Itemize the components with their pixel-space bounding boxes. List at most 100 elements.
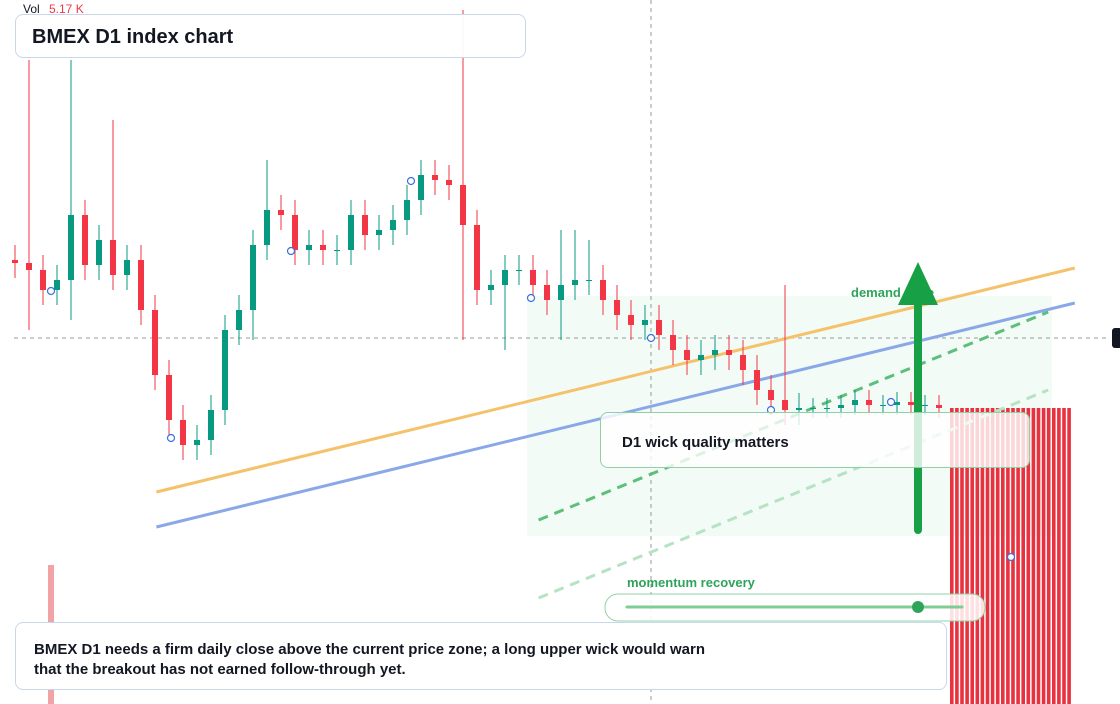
candle-body	[40, 270, 46, 290]
wick-box: D1 wick quality matters	[600, 412, 1030, 468]
candle-body	[628, 315, 634, 325]
arrow-head	[898, 262, 938, 305]
markers	[46, 176, 1016, 562]
candle-body	[922, 405, 928, 406]
volume-bar	[950, 408, 954, 704]
candle-body	[684, 350, 690, 360]
candle-body	[572, 280, 578, 285]
candle-body	[670, 335, 676, 350]
volume-bar	[960, 408, 964, 704]
marker	[646, 333, 656, 343]
candle-body	[124, 260, 130, 275]
volume-bar	[1052, 408, 1056, 704]
candle-body	[432, 175, 438, 180]
candle-body	[390, 220, 396, 230]
candle-body	[796, 408, 802, 410]
candle-body	[586, 280, 592, 281]
title-box: BMEX D1 index chart	[15, 14, 526, 58]
volume-bar	[1046, 408, 1051, 704]
candle-body	[600, 280, 606, 300]
candle-body	[516, 270, 522, 271]
momentum-knob	[912, 601, 924, 613]
volume-bar	[1041, 408, 1046, 704]
candle-body	[894, 402, 900, 405]
note-box: BMEX D1 needs a firm daily close above t…	[15, 622, 947, 690]
candle-body	[642, 320, 648, 325]
candle-body	[334, 250, 340, 251]
candle-body	[292, 215, 298, 250]
marker	[166, 433, 176, 443]
candle-body	[656, 320, 662, 335]
volume-bar	[1067, 408, 1071, 704]
candle-body	[54, 280, 60, 290]
volume-bar	[1062, 408, 1066, 704]
candle-body	[558, 285, 564, 300]
marker	[46, 286, 56, 296]
candle-body	[348, 215, 354, 250]
candle-body	[250, 245, 256, 310]
note-text: BMEX D1 needs a firm daily close above t…	[34, 641, 705, 678]
momentum-label: momentum recovery	[627, 575, 756, 590]
volume-bar	[980, 408, 985, 704]
volume-bar	[1001, 408, 1005, 704]
candle-body	[474, 225, 480, 290]
candle-body	[782, 400, 788, 410]
candle-body	[726, 350, 732, 355]
chart-title: BMEX D1 index chart	[32, 26, 234, 48]
candle-body	[68, 215, 74, 280]
volume-bar	[1057, 408, 1061, 704]
volume-bar	[985, 408, 990, 704]
candle-body	[82, 215, 88, 265]
candle-body	[544, 285, 550, 300]
candle-body	[460, 185, 466, 225]
volume-bar	[965, 408, 969, 704]
candle-body	[166, 375, 172, 420]
candle-body	[698, 355, 704, 360]
volume-label: Vol	[23, 2, 40, 16]
candle-body	[824, 408, 830, 409]
candle-body	[278, 210, 284, 215]
candle-body	[376, 230, 382, 235]
candle-body	[446, 180, 452, 185]
candle-body	[866, 400, 872, 405]
candle-body	[96, 240, 102, 265]
candle-body	[502, 270, 508, 285]
candle-body	[488, 285, 494, 290]
candle-body	[306, 245, 312, 250]
candle-body	[236, 310, 242, 330]
candle-body	[152, 310, 158, 375]
candle-body	[880, 405, 886, 406]
candle-body	[530, 270, 536, 285]
volume-bar	[970, 408, 974, 704]
candle-body	[320, 245, 326, 250]
candle-body	[362, 215, 368, 235]
candle-body	[208, 410, 214, 440]
wick-label: D1 wick quality matters	[622, 434, 789, 451]
candle-body	[264, 210, 270, 245]
candle-body	[12, 260, 18, 263]
candle-body	[852, 400, 858, 405]
candle-body	[614, 300, 620, 315]
volume-bar	[975, 408, 980, 704]
candle-body	[180, 420, 186, 445]
candle-body	[110, 240, 116, 275]
candle-body	[838, 405, 844, 408]
candle-body	[418, 175, 424, 200]
marker	[1006, 552, 1016, 562]
trend-line	[538, 388, 1049, 600]
candle-body	[740, 355, 746, 370]
candle-body	[404, 200, 410, 220]
candle-body	[810, 408, 816, 409]
marker	[406, 176, 416, 186]
volume-bar	[1036, 408, 1041, 704]
volume-bar	[1026, 408, 1031, 704]
marker	[286, 246, 296, 256]
candle-body	[222, 330, 228, 410]
candle-body	[754, 370, 760, 390]
volume-bar	[1031, 408, 1036, 704]
marker	[886, 397, 896, 407]
volume-bar	[955, 408, 959, 704]
candle-body	[138, 260, 144, 310]
